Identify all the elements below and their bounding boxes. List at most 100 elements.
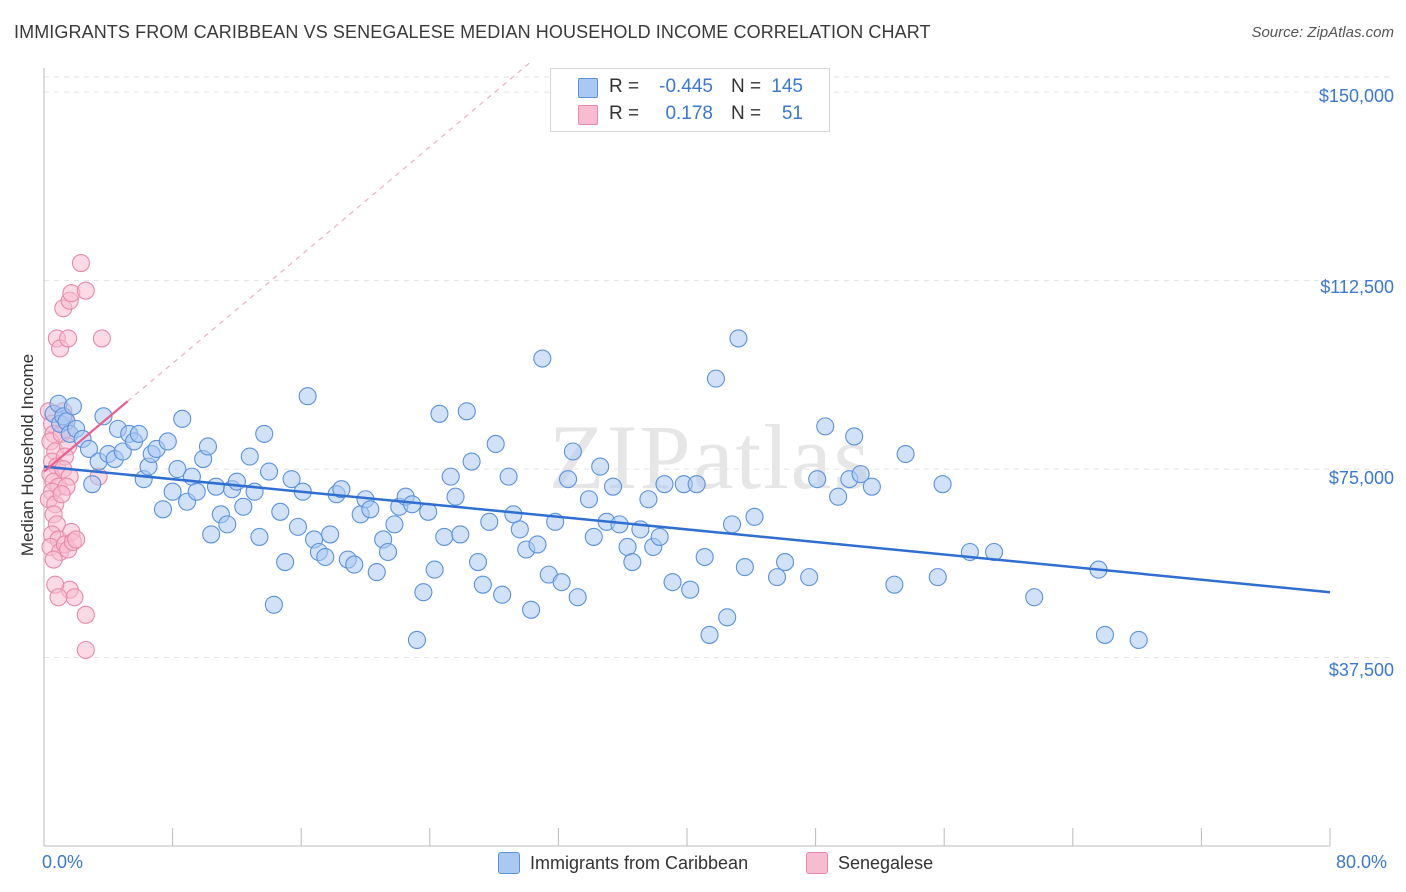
caribbean-point — [639, 490, 658, 509]
x-tick-min: 0.0% — [42, 852, 84, 872]
caribbean-point — [227, 472, 246, 491]
legend-n-label: N = — [731, 103, 762, 124]
senegalese-point — [65, 588, 84, 607]
caribbean-point — [896, 444, 915, 464]
caribbean-point — [729, 329, 748, 348]
caribbean-point — [663, 573, 682, 592]
caribbean-point — [168, 460, 187, 479]
caribbean-point — [446, 487, 465, 506]
caribbean-point — [851, 465, 870, 484]
caribbean-point — [250, 527, 269, 546]
caribbean-point — [282, 470, 301, 489]
caribbean-point — [288, 517, 308, 536]
legend-r-value: 0.178 — [665, 103, 713, 124]
y-tick-75000: $75,000 — [1328, 468, 1394, 488]
source-label: Source: ZipAtlas.com — [1251, 24, 1394, 41]
caribbean-point — [533, 349, 552, 368]
caribbean-point — [563, 442, 582, 461]
caribbean-point — [584, 527, 603, 546]
caribbean-point — [808, 470, 827, 489]
caribbean-point — [361, 500, 380, 519]
caribbean-point — [462, 452, 481, 471]
caribbean-point — [700, 625, 719, 644]
caribbean-point — [271, 502, 290, 521]
senegalese-point — [76, 281, 95, 300]
caribbean-point — [316, 547, 335, 567]
caribbean-point — [345, 555, 364, 574]
caribbean-point — [604, 477, 623, 496]
caribbean-point — [206, 477, 226, 496]
caribbean-point — [218, 515, 237, 534]
caribbean-point — [473, 575, 492, 594]
caribbean-point — [198, 437, 218, 456]
caribbean-point — [83, 475, 102, 494]
caribbean-point — [173, 409, 192, 428]
caribbean-point — [202, 525, 221, 544]
series-label-caribbean: Immigrants from Caribbean — [530, 853, 749, 873]
caribbean-point — [510, 520, 529, 539]
caribbean-point — [552, 573, 571, 592]
caribbean-point — [430, 404, 449, 423]
caribbean-points — [44, 329, 1148, 650]
caribbean-point — [451, 525, 470, 544]
senegalese-point — [92, 329, 111, 348]
caribbean-point — [414, 583, 433, 602]
chart-title: IMMIGRANTS FROM CARIBBEAN VS SENEGALESE … — [14, 22, 931, 42]
series-swatch-blue — [498, 852, 520, 874]
series-swatch-pink — [806, 852, 828, 874]
caribbean-point — [650, 527, 669, 546]
caribbean-point — [845, 427, 864, 446]
caribbean-point — [163, 482, 182, 501]
caribbean-point — [1129, 630, 1148, 650]
series-label-senegalese: Senegalese — [838, 853, 934, 873]
caribbean-point — [1095, 625, 1114, 644]
caribbean-point — [718, 608, 737, 627]
caribbean-point — [63, 397, 82, 416]
caribbean-point — [321, 525, 340, 544]
caribbean-point — [928, 568, 947, 587]
caribbean-point — [522, 600, 541, 619]
caribbean-point — [255, 424, 274, 443]
caribbean-point — [457, 402, 476, 421]
caribbean-point — [706, 369, 725, 388]
caribbean-point — [234, 497, 253, 516]
caribbean-point — [885, 575, 904, 594]
y-tick-37500: $37,500 — [1328, 660, 1394, 680]
senegalese-point — [76, 640, 95, 660]
caribbean-point — [276, 553, 295, 572]
caribbean-point — [655, 475, 674, 494]
caribbean-point — [745, 507, 764, 526]
legend-n-label: N = — [731, 76, 762, 97]
watermark: ZIPatlas — [549, 406, 872, 508]
trend-lines — [43, 61, 1331, 594]
caribbean-point — [378, 542, 398, 562]
caribbean-point — [618, 537, 637, 557]
caribbean-point — [113, 442, 132, 461]
caribbean-point — [129, 424, 148, 443]
caribbean-trend-line — [43, 465, 1331, 594]
caribbean-point — [623, 553, 642, 572]
caribbean-point — [468, 553, 488, 572]
caribbean-point — [800, 568, 819, 587]
legend-r-value: -0.445 — [659, 76, 713, 97]
caribbean-point — [153, 500, 173, 519]
caribbean-point — [722, 515, 742, 534]
caribbean-point — [829, 487, 848, 506]
legend-row-senegalese: R = 0.178 N = 51 — [551, 102, 829, 126]
senegalese-trend-extension — [127, 61, 531, 402]
caribbean-point — [407, 630, 426, 650]
caribbean-point — [767, 568, 787, 587]
caribbean-point — [558, 470, 578, 489]
caribbean-point — [79, 439, 99, 459]
caribbean-point — [862, 477, 881, 496]
caribbean-point — [486, 434, 505, 454]
caribbean-point — [158, 432, 177, 451]
caribbean-point — [187, 482, 206, 501]
caribbean-point — [499, 467, 518, 486]
senegalese-point — [44, 550, 63, 569]
caribbean-point — [332, 480, 351, 499]
legend-n-value: 51 — [781, 103, 803, 124]
senegalese-point — [71, 253, 91, 273]
caribbean-point — [816, 417, 835, 436]
